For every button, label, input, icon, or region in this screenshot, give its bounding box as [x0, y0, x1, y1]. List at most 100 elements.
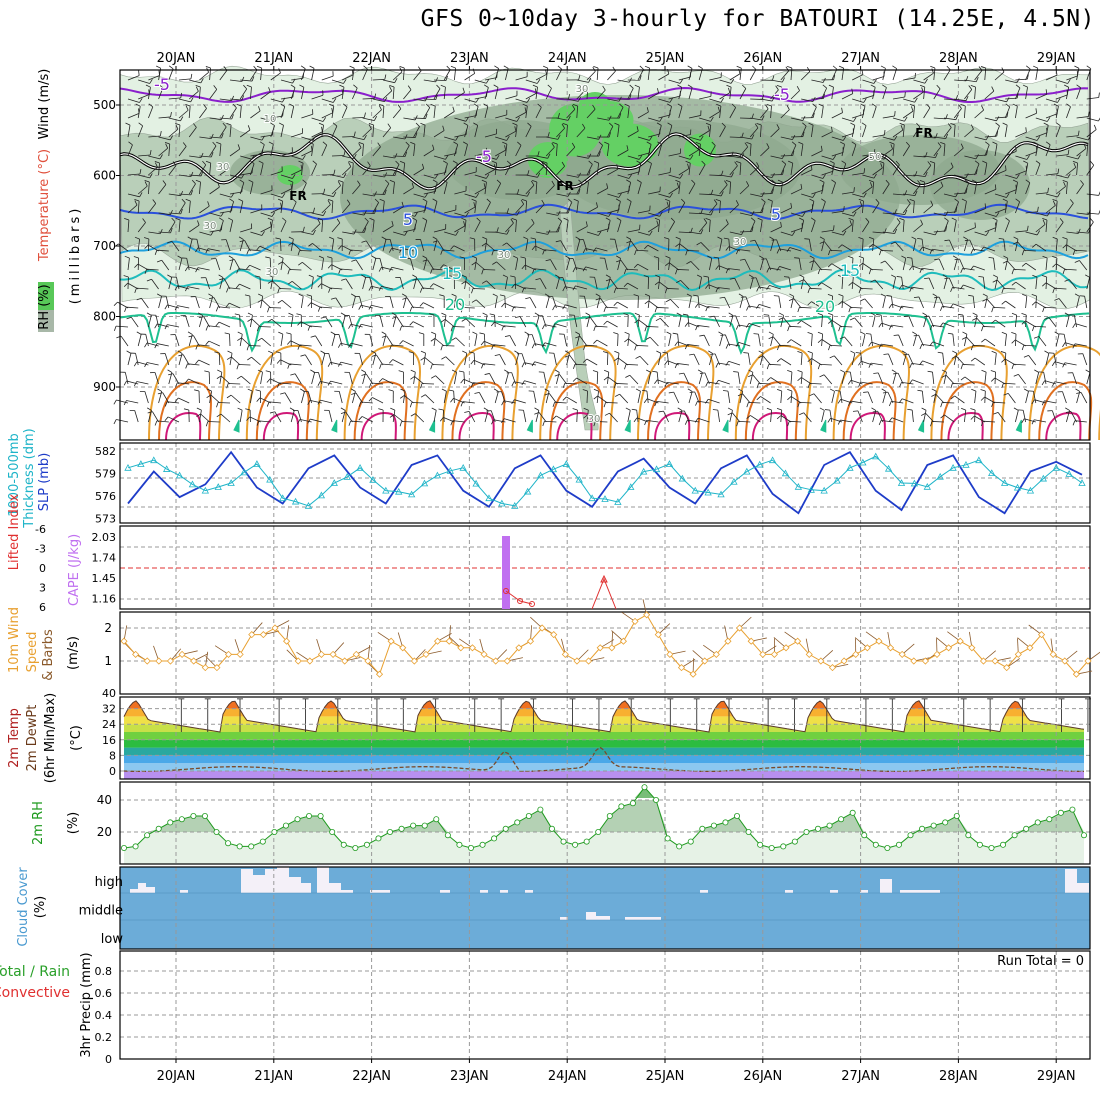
- wind-barb: [556, 415, 567, 423]
- wind-barb-flag: [237, 407, 243, 411]
- wind-barb-flag: [1062, 244, 1067, 249]
- wind-barb: [515, 220, 517, 233]
- wind10-barb: [414, 649, 426, 662]
- wind-barb: [494, 391, 499, 404]
- wind-barb: [637, 87, 640, 100]
- cloud-clear-block: [440, 890, 450, 893]
- wind-barb: [1075, 323, 1087, 328]
- wind-barb: [953, 353, 958, 366]
- wind-barb: [174, 334, 180, 347]
- wind-barb: [250, 136, 263, 141]
- wind-barb-flag: [483, 183, 486, 189]
- wind-barb: [523, 410, 527, 423]
- wind-barb-flag: [1046, 117, 1051, 122]
- wind-barb: [279, 238, 282, 252]
- wind-barb-flag: [971, 388, 977, 392]
- rh2m-point: [282, 822, 289, 829]
- wind-barb: [860, 353, 863, 366]
- wind-barb: [369, 277, 374, 290]
- wind-barb: [627, 130, 639, 138]
- wind-barb: [1028, 355, 1037, 366]
- wind-barb-flag: [431, 407, 437, 411]
- wind-barb: [964, 201, 967, 214]
- wind-barb-flag: [636, 126, 639, 132]
- wind-barb-flag: [1067, 173, 1071, 179]
- wind-barb-flag: [415, 132, 418, 138]
- wind-barb-flag: [275, 237, 281, 240]
- date-label-bottom: 22JAN: [352, 1069, 391, 1084]
- rh2m-point: [525, 813, 532, 820]
- wind-barb: [168, 165, 177, 176]
- wind-barb: [790, 212, 803, 217]
- wind-barb: [943, 166, 954, 176]
- wind-barb: [811, 358, 822, 366]
- wind-barb-flag: [504, 335, 510, 338]
- wind-barb-flag: [868, 269, 872, 275]
- wind-barb-flag: [405, 141, 410, 146]
- thickness-point: [833, 476, 841, 484]
- thickness-point: [949, 463, 957, 471]
- wind-barb-flag: [937, 351, 943, 354]
- wind-barb: [505, 117, 518, 122]
- wind-barb: [1053, 353, 1057, 366]
- wind-barb: [219, 126, 227, 138]
- thickness-point: [678, 474, 687, 482]
- wind-barb-flag: [777, 345, 780, 351]
- wind-barb-flag: [492, 293, 498, 297]
- wind-barb-flag: [588, 77, 592, 83]
- wind-barb-flag: [1011, 332, 1017, 335]
- wind-barb-flag: [654, 379, 658, 385]
- wind-barb-flag: [751, 226, 754, 232]
- wind-barb-flag: [687, 388, 693, 392]
- wind-barb-flag: [237, 144, 241, 150]
- wind-barb-flag: [582, 123, 586, 129]
- wind-barb-flag: [246, 416, 251, 421]
- wind-barb: [811, 106, 817, 119]
- wind-barb-flag: [245, 408, 251, 411]
- wind-barb-flag: [191, 179, 196, 185]
- wind-barb-flag: [822, 174, 826, 179]
- wind-barb: [646, 326, 659, 328]
- wind-barb-flag: [1045, 89, 1048, 95]
- wind-barb: [984, 135, 997, 138]
- wind-barb-flag: [792, 150, 795, 156]
- wind-barb-flag: [1002, 122, 1008, 126]
- wind-barb-flag: [776, 266, 780, 271]
- panel-frame: [119, 442, 1091, 524]
- wind-barb: [156, 249, 169, 252]
- wind-barb: [617, 201, 621, 214]
- wind-barb-flag: [1052, 288, 1055, 294]
- wind-barb: [709, 111, 720, 119]
- wind-barb-flag: [806, 67, 811, 72]
- wind-barb-flag: [858, 198, 864, 202]
- wind-barb: [413, 168, 424, 176]
- wind-barb: [913, 239, 917, 252]
- wind-barb-flag: [388, 247, 393, 253]
- wind-barb-flag: [582, 85, 586, 91]
- cape-axis-title: CAPE (J/kg): [67, 534, 82, 606]
- wind-barb-flag: [1074, 293, 1080, 297]
- wind-barb: [392, 164, 400, 176]
- wind-barb: [821, 315, 823, 328]
- wind-barb-flag: [685, 250, 688, 256]
- wind-barb-flag: [851, 88, 854, 94]
- rh2m-point: [1000, 841, 1007, 848]
- thickness-point: [253, 460, 261, 467]
- wind-barb: [850, 306, 863, 309]
- wind-barb-flag: [343, 172, 347, 178]
- wind-barb: [821, 201, 826, 214]
- wind-barb-flag: [442, 125, 445, 131]
- wind-barb: [617, 174, 630, 179]
- wind-barb-flag: [763, 314, 769, 316]
- wind-barb-flag: [394, 78, 398, 83]
- wind-barb-flag: [868, 341, 872, 347]
- wind-barb-flag: [1034, 369, 1039, 373]
- wind-barb: [734, 278, 741, 290]
- wind-barb-flag: [690, 227, 693, 233]
- wind-barb: [178, 397, 190, 404]
- wind-barb: [831, 68, 838, 81]
- wind-barb: [758, 286, 771, 290]
- wind-barb: [525, 223, 535, 233]
- wind-barb: [443, 69, 451, 81]
- wind-barb-flag: [837, 399, 842, 404]
